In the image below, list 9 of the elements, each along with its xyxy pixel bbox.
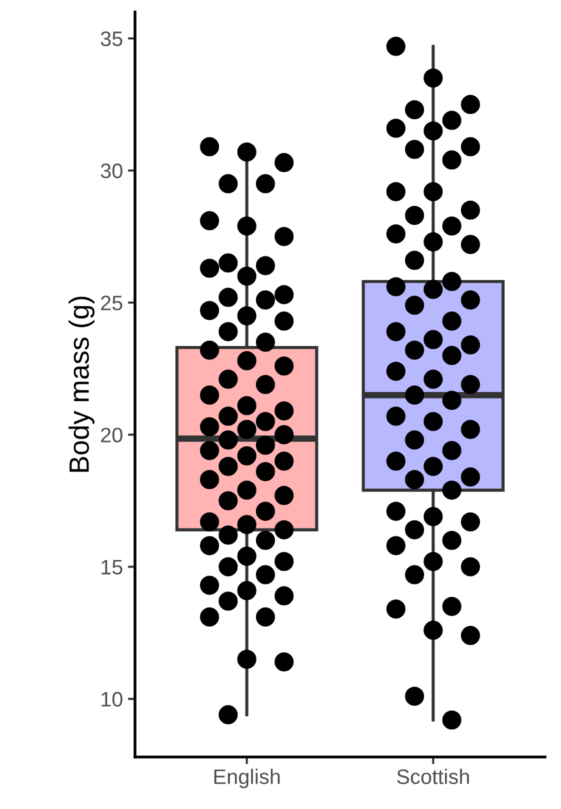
x-tick-label: Scottish: [397, 768, 469, 784]
x-tick-label: English: [214, 768, 280, 788]
y-tick-label: 25: [101, 296, 122, 310]
y-tick-label: 15: [102, 560, 122, 575]
y-tick-label: 20: [101, 428, 122, 442]
y-tick-label: 30: [100, 164, 122, 178]
y-tick-label: 35: [100, 31, 122, 46]
y-tick-label: 10: [102, 692, 122, 707]
y-axis-title: Body mass (g): [68, 296, 94, 472]
